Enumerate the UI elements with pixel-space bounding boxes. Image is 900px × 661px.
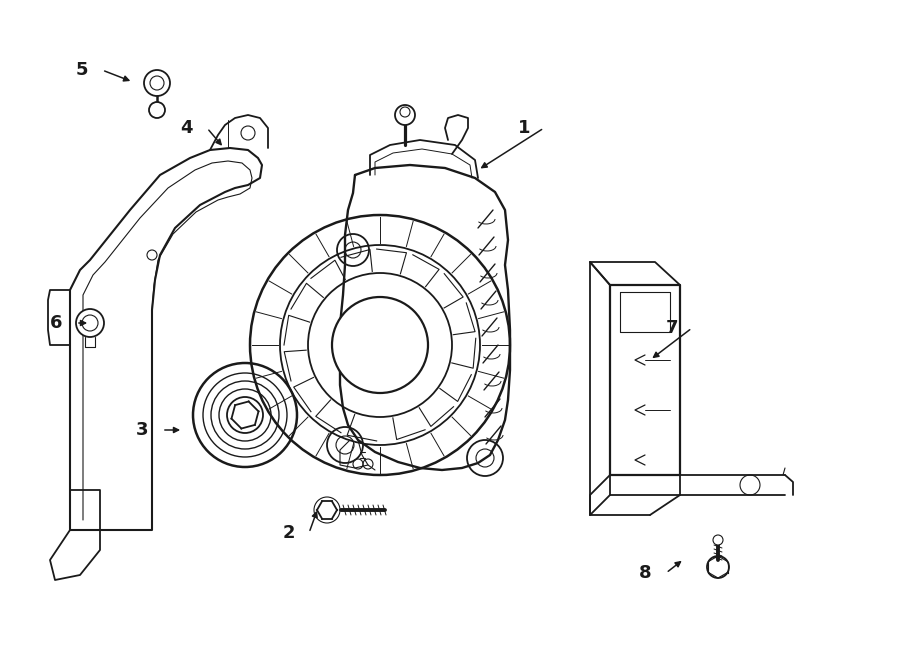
- Text: 2: 2: [283, 524, 295, 542]
- Text: 5: 5: [76, 61, 88, 79]
- Circle shape: [395, 105, 415, 125]
- Circle shape: [149, 102, 165, 118]
- Circle shape: [144, 70, 170, 96]
- Text: 4: 4: [181, 119, 193, 137]
- Text: 8: 8: [639, 564, 652, 582]
- Text: 1: 1: [518, 119, 530, 137]
- Text: 6: 6: [50, 314, 62, 332]
- Circle shape: [332, 297, 428, 393]
- Circle shape: [76, 309, 104, 337]
- Text: 7: 7: [665, 319, 678, 337]
- Circle shape: [713, 535, 723, 545]
- Text: 3: 3: [136, 421, 148, 439]
- Circle shape: [707, 556, 729, 578]
